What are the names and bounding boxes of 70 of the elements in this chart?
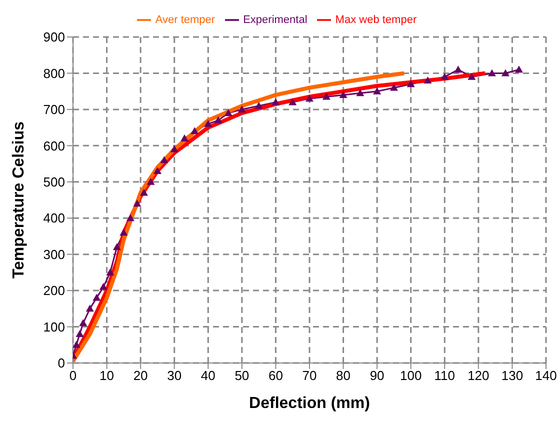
y-tick-label: 600 — [43, 138, 65, 154]
legend-label: Experimental — [243, 14, 308, 26]
x-tick-label: 70 — [302, 368, 317, 384]
point — [153, 167, 162, 174]
point — [373, 87, 382, 94]
x-tick-label: 130 — [501, 368, 524, 384]
point — [133, 200, 142, 207]
y-tick-label: 300 — [43, 246, 65, 262]
point — [339, 90, 348, 98]
x-tick-label: 110 — [434, 368, 456, 384]
point — [76, 330, 84, 338]
y-axis-title: Temperature Celsius — [10, 121, 28, 279]
point — [406, 80, 415, 88]
y-tick-label: 800 — [43, 66, 65, 81]
point — [92, 294, 101, 301]
x-tick-label: 90 — [370, 368, 384, 384]
x-axis-title: Deflection (mm) — [249, 395, 370, 412]
x-tick-label: 30 — [167, 368, 182, 384]
x-tick-label: 20 — [133, 368, 148, 384]
x-tick-label: 0 — [69, 368, 77, 384]
point — [106, 268, 114, 276]
point — [79, 319, 88, 326]
point — [454, 66, 462, 73]
point — [254, 102, 263, 109]
point — [214, 116, 222, 124]
y-tick-label: 700 — [43, 102, 65, 118]
point — [160, 156, 168, 164]
point — [390, 84, 398, 91]
y-tick-label: 0 — [58, 356, 65, 371]
legend-label: Max web temper — [335, 14, 417, 26]
x-tick-label: 140 — [535, 368, 557, 384]
point — [190, 127, 199, 134]
point — [440, 72, 449, 80]
x-tick-label: 80 — [336, 368, 351, 384]
y-tick-label: 200 — [43, 283, 65, 298]
point — [468, 72, 476, 80]
point — [488, 69, 496, 76]
point — [99, 282, 108, 290]
point — [170, 145, 178, 152]
point — [140, 188, 148, 196]
point — [146, 178, 155, 185]
x-tick-label: 10 — [100, 368, 114, 384]
legend-label: Aver temper — [155, 14, 216, 26]
point — [238, 105, 246, 112]
point — [306, 94, 314, 102]
point — [424, 76, 432, 84]
point — [73, 340, 80, 348]
point — [112, 243, 121, 250]
y-tick-label: 100 — [43, 319, 65, 334]
point — [514, 66, 523, 73]
point — [224, 109, 232, 116]
y-tick-label: 500 — [43, 174, 65, 190]
point — [356, 89, 364, 96]
x-tick-label: 60 — [268, 368, 283, 384]
point — [288, 98, 297, 106]
x-tick-label: 120 — [468, 368, 490, 384]
y-tick-label: 900 — [43, 30, 65, 45]
y-tick-label: 400 — [43, 210, 65, 226]
point — [272, 98, 280, 106]
point — [120, 228, 128, 236]
x-tick-label: 100 — [400, 368, 422, 384]
point — [86, 304, 94, 312]
point — [322, 92, 330, 100]
point — [204, 120, 212, 127]
x-tick-label: 50 — [234, 368, 250, 384]
point — [501, 69, 510, 76]
x-tick-label: 40 — [200, 368, 216, 384]
point — [126, 214, 134, 222]
line-series — [73, 71, 406, 363]
point — [180, 134, 188, 142]
